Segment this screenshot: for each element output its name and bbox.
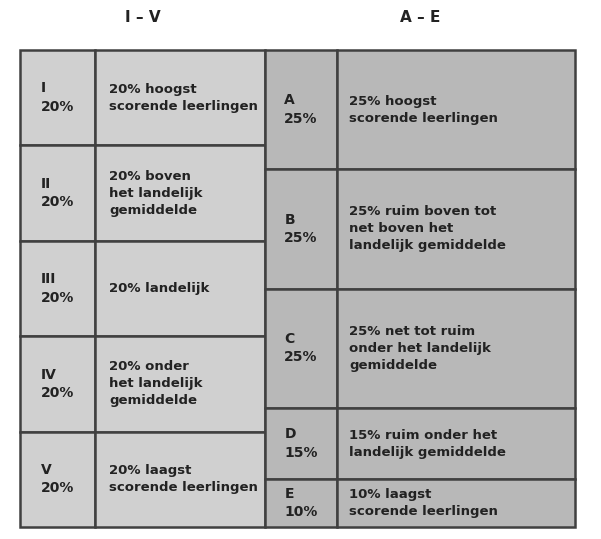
Text: I – V: I – V — [124, 10, 160, 25]
Text: 20% landelijk: 20% landelijk — [109, 282, 209, 295]
Bar — [265, 169, 337, 288]
Bar — [337, 407, 575, 479]
Text: 10% laagst
scorende leerlingen: 10% laagst scorende leerlingen — [349, 488, 498, 518]
Bar — [265, 288, 337, 407]
Text: A – E: A – E — [400, 10, 440, 25]
Text: V
20%: V 20% — [41, 463, 74, 495]
Text: 25% net tot ruim
onder het landelijk
gemiddelde: 25% net tot ruim onder het landelijk gem… — [349, 324, 491, 371]
Bar — [95, 432, 265, 527]
Bar — [20, 50, 95, 146]
Text: III
20%: III 20% — [41, 272, 74, 305]
Text: 20% laagst
scorende leerlingen: 20% laagst scorende leerlingen — [109, 464, 258, 494]
Text: B
25%: B 25% — [284, 213, 318, 245]
Bar — [337, 479, 575, 527]
Bar — [20, 432, 95, 527]
Bar — [265, 479, 337, 527]
Text: 20% hoogst
scorende leerlingen: 20% hoogst scorende leerlingen — [109, 82, 258, 113]
Bar — [95, 241, 265, 336]
Text: A
25%: A 25% — [284, 93, 318, 126]
Bar — [95, 146, 265, 241]
Text: D
15%: D 15% — [284, 427, 318, 460]
Text: 25% ruim boven tot
net boven het
landelijk gemiddelde: 25% ruim boven tot net boven het landeli… — [349, 205, 506, 252]
Text: 20% boven
het landelijk
gemiddelde: 20% boven het landelijk gemiddelde — [109, 170, 203, 217]
Bar — [337, 288, 575, 407]
Bar — [20, 336, 95, 432]
Text: E
10%: E 10% — [284, 487, 318, 520]
Bar — [95, 50, 265, 146]
Bar — [337, 169, 575, 288]
Bar — [337, 50, 575, 169]
Text: II
20%: II 20% — [41, 177, 74, 209]
Text: I
20%: I 20% — [41, 81, 74, 114]
Bar — [20, 146, 95, 241]
Text: 20% onder
het landelijk
gemiddelde: 20% onder het landelijk gemiddelde — [109, 361, 203, 407]
Text: IV
20%: IV 20% — [41, 368, 74, 400]
Bar — [95, 336, 265, 432]
Bar — [265, 50, 337, 169]
Text: 15% ruim onder het
landelijk gemiddelde: 15% ruim onder het landelijk gemiddelde — [349, 429, 506, 459]
Bar — [265, 407, 337, 479]
Text: 25% hoogst
scorende leerlingen: 25% hoogst scorende leerlingen — [349, 95, 498, 125]
Text: C
25%: C 25% — [284, 332, 318, 364]
Bar — [20, 241, 95, 336]
